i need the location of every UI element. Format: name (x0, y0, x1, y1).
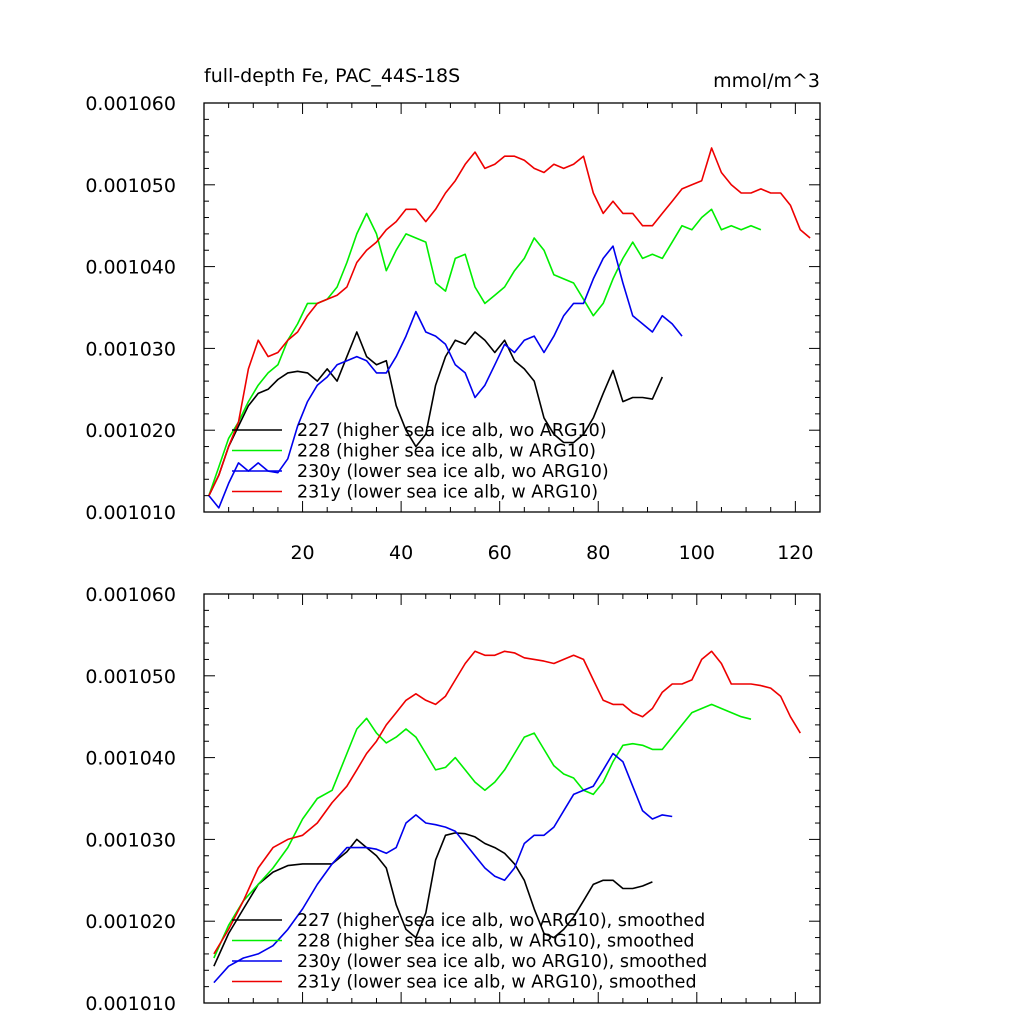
y-tick-label: 0.001060 (85, 584, 176, 606)
x-tick-label: 40 (389, 542, 413, 564)
series-line-2 (208, 245, 683, 509)
y-tick-label: 0.001040 (85, 748, 176, 770)
chart-title: full-depth Fe, PAC_44S-18S (204, 65, 460, 87)
series-line-0 (213, 832, 653, 967)
series-line-3 (213, 650, 801, 955)
legend-entry-3: 231y (lower sea ice alb, w ARG10) (297, 483, 598, 503)
units-label: mmol/m^3 (713, 70, 820, 92)
y-tick-label: 0.001050 (85, 175, 176, 197)
y-tick-label: 0.001010 (85, 993, 176, 1015)
top-plot-area: 227 (higher sea ice alb, wo ARG10)228 (h… (85, 93, 821, 564)
y-tick-label: 0.001020 (85, 911, 176, 933)
y-tick-label: 0.001050 (85, 666, 176, 688)
series-line-1 (213, 703, 752, 959)
y-tick-label: 0.001020 (85, 420, 176, 442)
series-line-3 (208, 147, 811, 496)
x-tick-label: 80 (586, 542, 610, 564)
plot-frame (203, 102, 821, 513)
legend-entry-2: 230y (lower sea ice alb, wo ARG10) (297, 462, 609, 482)
x-tick-label: 120 (777, 542, 813, 564)
legend-entry-1: 228 (higher sea ice alb, w ARG10) (297, 442, 596, 462)
bottom-plot-area: 227 (higher sea ice alb, wo ARG10), smoo… (85, 584, 821, 1015)
x-tick-label: 20 (290, 542, 314, 564)
series-line-2 (213, 752, 673, 984)
top-panel: full-depth Fe, PAC_44S-18S mmol/m^3 227 … (85, 65, 821, 564)
y-tick-label: 0.001040 (85, 257, 176, 279)
y-tick-label: 0.001030 (85, 829, 176, 851)
series-line-1 (208, 208, 762, 496)
legend-entry-3: 231y (lower sea ice alb, w ARG10), smoot… (297, 973, 697, 993)
legend-entry-1: 228 (higher sea ice alb, w ARG10), smoot… (297, 932, 694, 952)
bottom-panel: 227 (higher sea ice alb, wo ARG10), smoo… (85, 584, 821, 1015)
legend-entry-0: 227 (higher sea ice alb, wo ARG10) (297, 421, 607, 441)
series-line-0 (208, 331, 664, 496)
x-tick-label: 60 (488, 542, 512, 564)
y-tick-label: 0.001030 (85, 338, 176, 360)
x-tick-label: 100 (679, 542, 715, 564)
legend-entry-0: 227 (higher sea ice alb, wo ARG10), smoo… (297, 911, 705, 931)
legend-entry-2: 230y (lower sea ice alb, wo ARG10), smoo… (297, 952, 707, 972)
plot-frame (203, 593, 821, 1004)
y-tick-label: 0.001010 (85, 502, 176, 524)
y-tick-label: 0.001060 (85, 93, 176, 115)
